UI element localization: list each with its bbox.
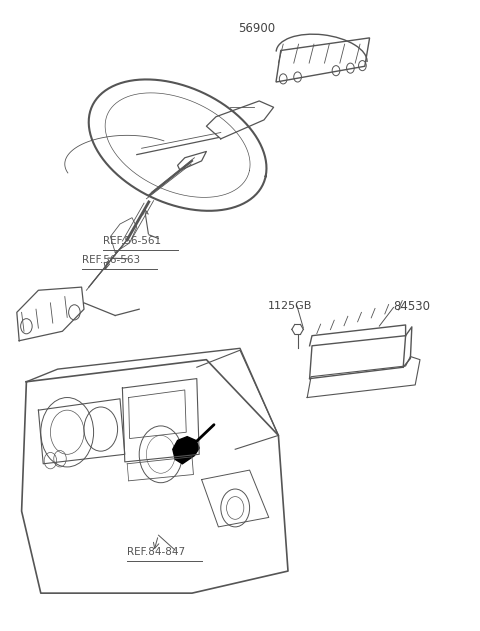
Text: 84530: 84530 xyxy=(394,300,431,312)
Text: REF.84-847: REF.84-847 xyxy=(127,547,185,557)
Polygon shape xyxy=(173,437,199,464)
Text: 56900: 56900 xyxy=(238,22,276,35)
Text: REF.56-561: REF.56-561 xyxy=(103,236,161,246)
Text: REF.56-563: REF.56-563 xyxy=(82,255,140,265)
Text: 1125GB: 1125GB xyxy=(268,301,312,311)
